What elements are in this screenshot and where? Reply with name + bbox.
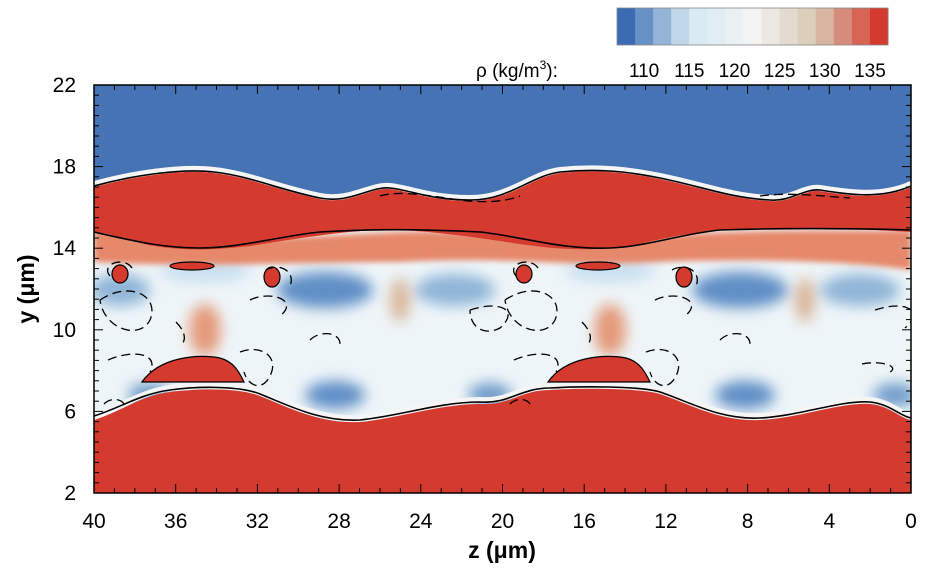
x-tick-label: 36 [164,510,187,533]
y-tick-label: 22 [53,74,76,97]
y-tick-label: 18 [53,156,76,179]
x-axis-label: z (μm) [468,537,536,563]
y-axis-label: y (μm) [13,254,39,323]
dashed-contours [99,192,911,405]
x-tick-label: 12 [654,510,677,533]
colorbar-tick-label: 110 [629,61,659,82]
colorbar-swatch [725,8,744,45]
colorbar [616,7,889,46]
colorbar-swatch [743,8,763,45]
x-tick-label: 16 [573,510,596,533]
colorbar-swatch [797,8,817,45]
y-tick-label: 14 [53,237,77,260]
x-tick-label: 8 [742,510,754,533]
x-axis: 40 36 32 28 24 20 16 12 8 4 0 [82,85,917,533]
density-field [94,85,911,493]
x-tick-label: 32 [246,510,269,533]
colorbar-swatch [851,8,871,45]
x-tick-label: 4 [823,510,835,533]
colorbar-swatch [635,8,654,45]
colorbar-swatch [671,8,690,45]
upper-interface-band [94,165,911,202]
colorbar-label: ρ (kg/m3): [476,58,558,82]
y-tick-label: 10 [53,319,76,342]
colorbar-swatch [833,8,853,45]
lower-liquid-layer [94,388,911,493]
colorbar-swatch [707,8,726,45]
colorbar-frame [616,7,889,46]
solid-contours [94,169,911,421]
colorbar-swatch [761,8,781,45]
colorbar-swatch [689,8,708,45]
colorbar-tick-label: 125 [764,61,796,82]
x-tick-label: 24 [409,510,433,533]
colorbar-swatch [779,8,799,45]
mixing-structures [94,258,911,409]
colorbar-swatch [617,8,636,45]
upper-gas-region [94,85,911,197]
colorbar-tick-labels: 110 115 120 125 130 135 [629,61,886,82]
upper-liquid-fringe [94,228,911,270]
colorbar-swatch [869,8,889,45]
y-tick-label: 2 [64,482,76,505]
x-tick-label: 0 [905,510,917,533]
colorbar-tick-label: 135 [854,61,886,82]
droplets [111,261,693,383]
x-tick-label: 40 [82,510,105,533]
colorbar-tick-label: 130 [809,61,841,82]
x-tick-label: 20 [491,510,514,533]
colorbar-tick-label: 115 [674,61,704,82]
x-tick-label: 28 [327,510,350,533]
colorbar-tick-label: 120 [719,61,751,82]
colorbar-swatch [653,8,672,45]
lower-interface-band [94,381,911,422]
colorbar-swatch [815,8,835,45]
y-axis: 2 6 10 14 18 22 [53,74,911,505]
y-tick-label: 6 [64,400,76,423]
